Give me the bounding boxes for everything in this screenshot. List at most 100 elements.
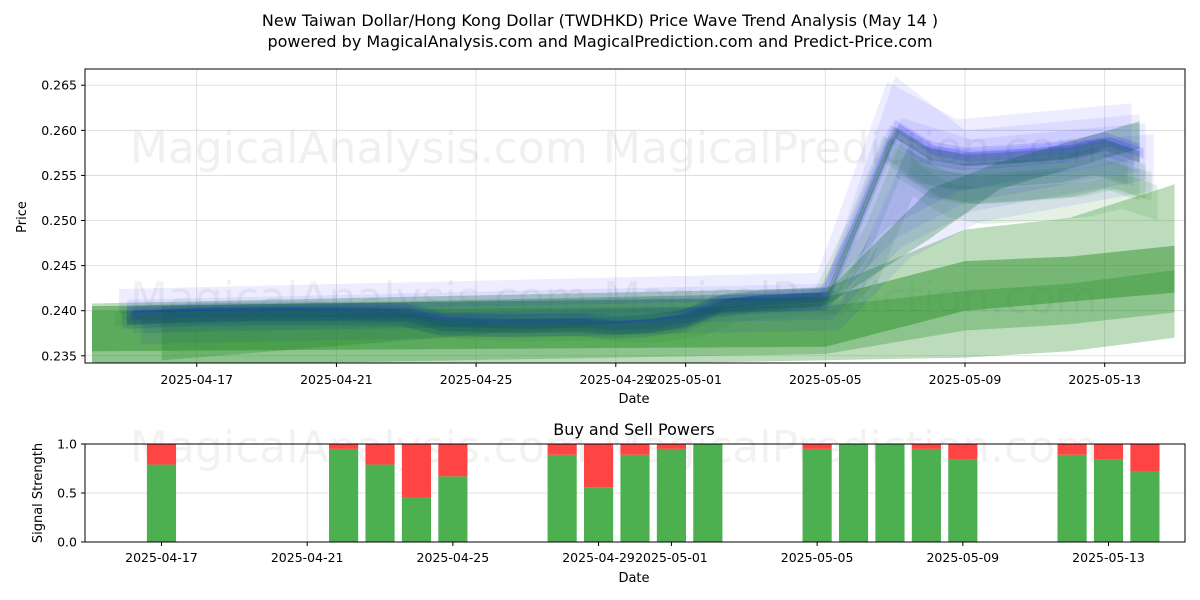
price-y-tick-label: 0.240 — [41, 303, 77, 318]
sell-power-bar — [1057, 444, 1087, 455]
forecast-fan — [126, 76, 1140, 325]
actual-price-ribbon — [130, 124, 1144, 331]
price-core-band — [126, 126, 1140, 336]
forecast-band — [91, 270, 1175, 363]
power-x-tick-label: 2025-04-25 — [417, 550, 490, 565]
power-y-tick-label: 1.0 — [57, 437, 77, 452]
price-series — [91, 76, 1175, 363]
price-x-axis-label: Date — [618, 392, 649, 407]
forecast-fan — [132, 117, 1146, 334]
buy-power-bar — [948, 459, 978, 542]
price-y-tick-label: 0.255 — [41, 168, 77, 183]
forecast-wave — [138, 148, 1152, 329]
power-y-axis-label: Signal Strength — [31, 443, 46, 543]
price-x-tick-label: 2025-04-29 — [579, 372, 652, 387]
price-plot-frame — [84, 68, 1186, 364]
watermark-prediction-bottom: MagicalPrediction.com — [603, 273, 1098, 324]
chart-title: New Taiwan Dollar/Hong Kong Dollar (TWDH… — [262, 11, 938, 30]
buy-power-bar — [838, 444, 869, 542]
price-x-tick-label: 2025-05-09 — [929, 372, 1002, 387]
price-x-tick-label: 2025-05-01 — [649, 372, 722, 387]
forecast-fan — [140, 133, 1154, 345]
forecast-wave — [132, 140, 1146, 334]
price-y-tick-label: 0.235 — [41, 348, 77, 363]
buy-power-bar — [1057, 454, 1087, 542]
forecast-wave — [126, 146, 1140, 340]
buy-power-bar — [620, 454, 650, 542]
buy-power-bar — [547, 454, 577, 542]
buy-power-bar — [146, 464, 177, 542]
sell-power-bar — [329, 444, 359, 449]
buy-power-bar — [693, 444, 723, 542]
power-x-tick-label: 2025-04-29 — [562, 550, 635, 565]
watermark-analysis-bottom: MagicalAnalysis.com — [130, 273, 588, 324]
watermark-prediction-top: MagicalPrediction.com — [603, 123, 1098, 174]
price-x-tick-label: 2025-05-13 — [1068, 372, 1141, 387]
price-watermarks: MagicalAnalysis.com MagicalPrediction.co… — [130, 123, 1098, 324]
price-y-axis-label: Price — [15, 201, 30, 233]
actual-price-ribbon — [121, 124, 1135, 339]
actual-price-ribbon — [126, 119, 1140, 335]
forecast-wave — [144, 160, 1158, 344]
forecast-band — [91, 245, 1175, 352]
buy-power-bar — [438, 476, 468, 542]
power-chart-title: Buy and Sell Powers — [553, 420, 715, 439]
chart-subtitle: powered by MagicalAnalysis.com and Magic… — [267, 32, 932, 51]
sell-power-bar — [401, 444, 432, 498]
forecast-band — [161, 121, 1140, 361]
price-plot: MagicalAnalysis.com MagicalPrediction.co… — [15, 68, 1186, 407]
power-x-tick-label: 2025-04-17 — [125, 550, 198, 565]
price-grid — [85, 69, 1185, 363]
price-y-tick-label: 0.245 — [41, 258, 77, 273]
buy-power-bar — [401, 497, 432, 542]
buy-power-bar — [1093, 459, 1124, 542]
power-x-axis-label: Date — [618, 571, 649, 586]
forecast-band — [91, 184, 1175, 363]
buy-power-bar — [1130, 471, 1160, 542]
price-x-tick-label: 2025-05-05 — [789, 372, 862, 387]
power-y-tick-label: 0.5 — [57, 486, 77, 501]
sell-power-bar — [365, 444, 395, 465]
power-y-ticks: 0.0 0.5 1.0 — [57, 437, 85, 550]
forecast-wave — [120, 135, 1134, 331]
price-plot-background — [85, 69, 1185, 363]
power-x-tick-label: 2025-05-13 — [1072, 550, 1145, 565]
buy-power-bar — [656, 448, 686, 542]
sell-power-bar — [146, 444, 177, 465]
forecast-fan — [118, 81, 1132, 314]
price-x-tick-label: 2025-04-17 — [160, 372, 233, 387]
forecast-wave — [114, 135, 1128, 336]
power-x-ticks: 2025-04-17 2025-04-21 2025-04-25 2025-04-29… — [125, 542, 1145, 565]
buy-power-bar — [802, 448, 832, 542]
watermark-analysis-top: MagicalAnalysis.com — [130, 123, 588, 174]
price-y-tick-label: 0.265 — [41, 78, 77, 93]
buy-power-bar — [875, 444, 905, 542]
watermark-analysis-power: MagicalAnalysis.com — [130, 422, 588, 473]
power-x-tick-label: 2025-05-01 — [635, 550, 708, 565]
power-x-tick-label: 2025-04-21 — [271, 550, 344, 565]
price-x-tick-label: 2025-04-25 — [440, 372, 513, 387]
power-bars — [146, 444, 1160, 542]
sell-power-bar — [1093, 444, 1124, 460]
price-x-ticks: 2025-04-17 2025-04-21 2025-04-25 2025-04-29… — [160, 363, 1141, 387]
power-x-tick-label: 2025-05-09 — [926, 550, 999, 565]
buy-power-bar — [911, 448, 941, 542]
sell-power-bar — [620, 444, 650, 455]
sell-power-bar — [1130, 444, 1160, 472]
price-y-tick-label: 0.250 — [41, 213, 77, 228]
sell-power-bar — [584, 444, 614, 488]
buy-power-bar — [365, 464, 395, 542]
sell-power-bar — [802, 444, 832, 449]
sell-power-bar — [656, 444, 686, 449]
buy-power-bar — [584, 487, 614, 542]
price-y-tick-label: 0.260 — [41, 123, 77, 138]
sell-power-bar — [948, 444, 978, 460]
sell-power-bar — [438, 444, 468, 477]
sell-power-bar — [547, 444, 577, 455]
power-y-tick-label: 0.0 — [57, 535, 77, 550]
sell-power-bar — [911, 444, 941, 449]
power-x-tick-label: 2025-05-05 — [781, 550, 854, 565]
buy-power-bar — [329, 448, 359, 542]
price-x-tick-label: 2025-04-21 — [300, 372, 373, 387]
